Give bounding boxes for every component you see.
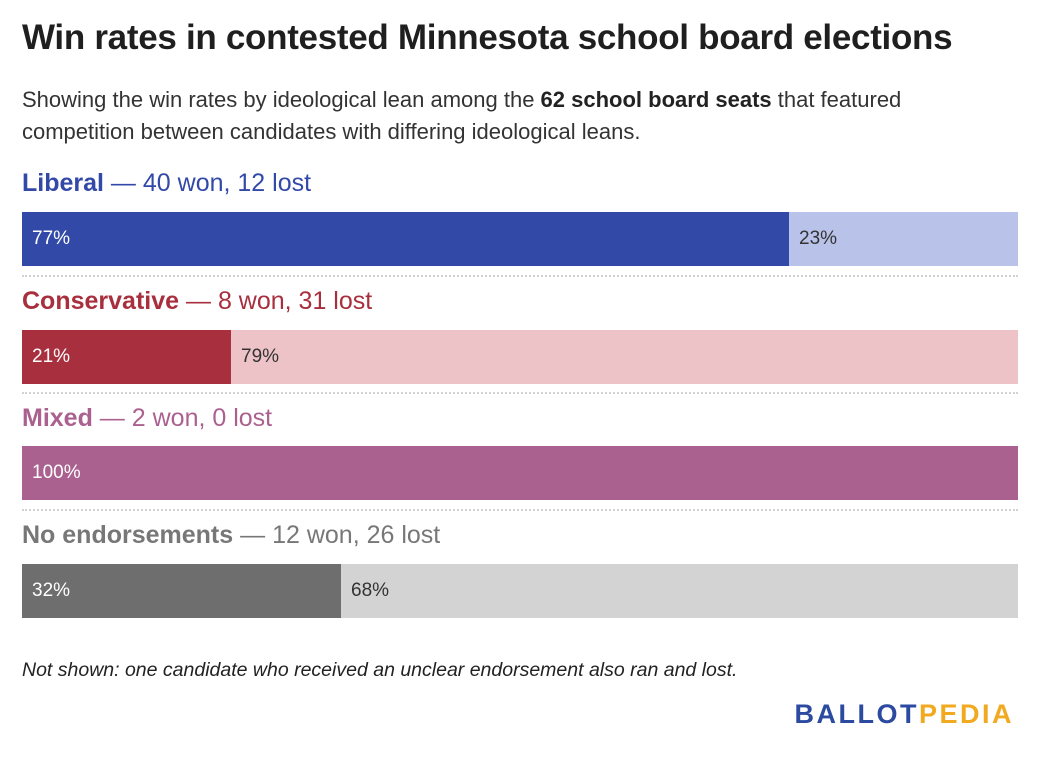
bar-segment-won: 77% [22, 212, 789, 266]
result-summary: 40 won, 12 lost [142, 169, 312, 197]
bar-chart: Liberal — 40 won, 12 lost 77% 23% Conservat… [22, 0, 1018, 640]
bar-row-3: 32% 68% [22, 564, 1018, 618]
logo-part-pedia: PEDIA [918, 699, 1014, 729]
footnote: Not shown: one candidate who received an… [22, 659, 738, 681]
logo-part-ballot: BALLOT [794, 699, 919, 729]
bar-row-1: 21% 79% [22, 330, 1018, 384]
row-header-1: Conservative — 8 won, 31 lost [22, 287, 372, 316]
chart-subtitle: Showing the win rates by ideological lea… [22, 84, 1012, 148]
separator: — [233, 521, 273, 549]
bar-segment-lost: 68% [341, 564, 1018, 618]
bar-row-0: 77% 23% [22, 212, 1018, 266]
result-summary: 2 won, 0 lost [131, 404, 273, 432]
bar-segment-lost: 23% [789, 212, 1018, 266]
result-summary: 12 won, 26 lost [272, 521, 441, 549]
subtitle-text-1: Showing the win rates by ideological lea… [22, 87, 541, 112]
category-label: Mixed [22, 404, 93, 432]
result-summary: 8 won, 31 lost [217, 287, 373, 315]
bar-segment-won: 21% [22, 330, 231, 384]
bar-row-2: 100% [22, 446, 1018, 500]
bar-segment-won: 100% [22, 446, 1018, 500]
category-label: No endorsements [22, 521, 234, 549]
bar-segment-lost: 79% [231, 330, 1018, 384]
chart-title: Win rates in contested Minnesota school … [22, 18, 953, 57]
row-header-0: Liberal — 40 won, 12 lost [22, 169, 311, 198]
separator: — [179, 287, 218, 315]
row-divider [22, 392, 1018, 394]
separator: — [103, 169, 143, 197]
category-label: Conservative [22, 287, 180, 315]
subtitle-text-2: that featured competition between candid… [22, 87, 902, 144]
ballotpedia-logo: BALLOTPEDIA [794, 699, 1014, 730]
row-divider [22, 275, 1018, 277]
subtitle-bold: 62 school board seats [540, 87, 772, 112]
bar-segment-won: 32% [22, 564, 341, 618]
separator: — [92, 404, 132, 432]
row-header-3: No endorsements — 12 won, 26 lost [22, 521, 440, 550]
row-divider [22, 509, 1018, 511]
category-label: Liberal [22, 169, 104, 197]
row-header-2: Mixed — 2 won, 0 lost [22, 404, 272, 433]
